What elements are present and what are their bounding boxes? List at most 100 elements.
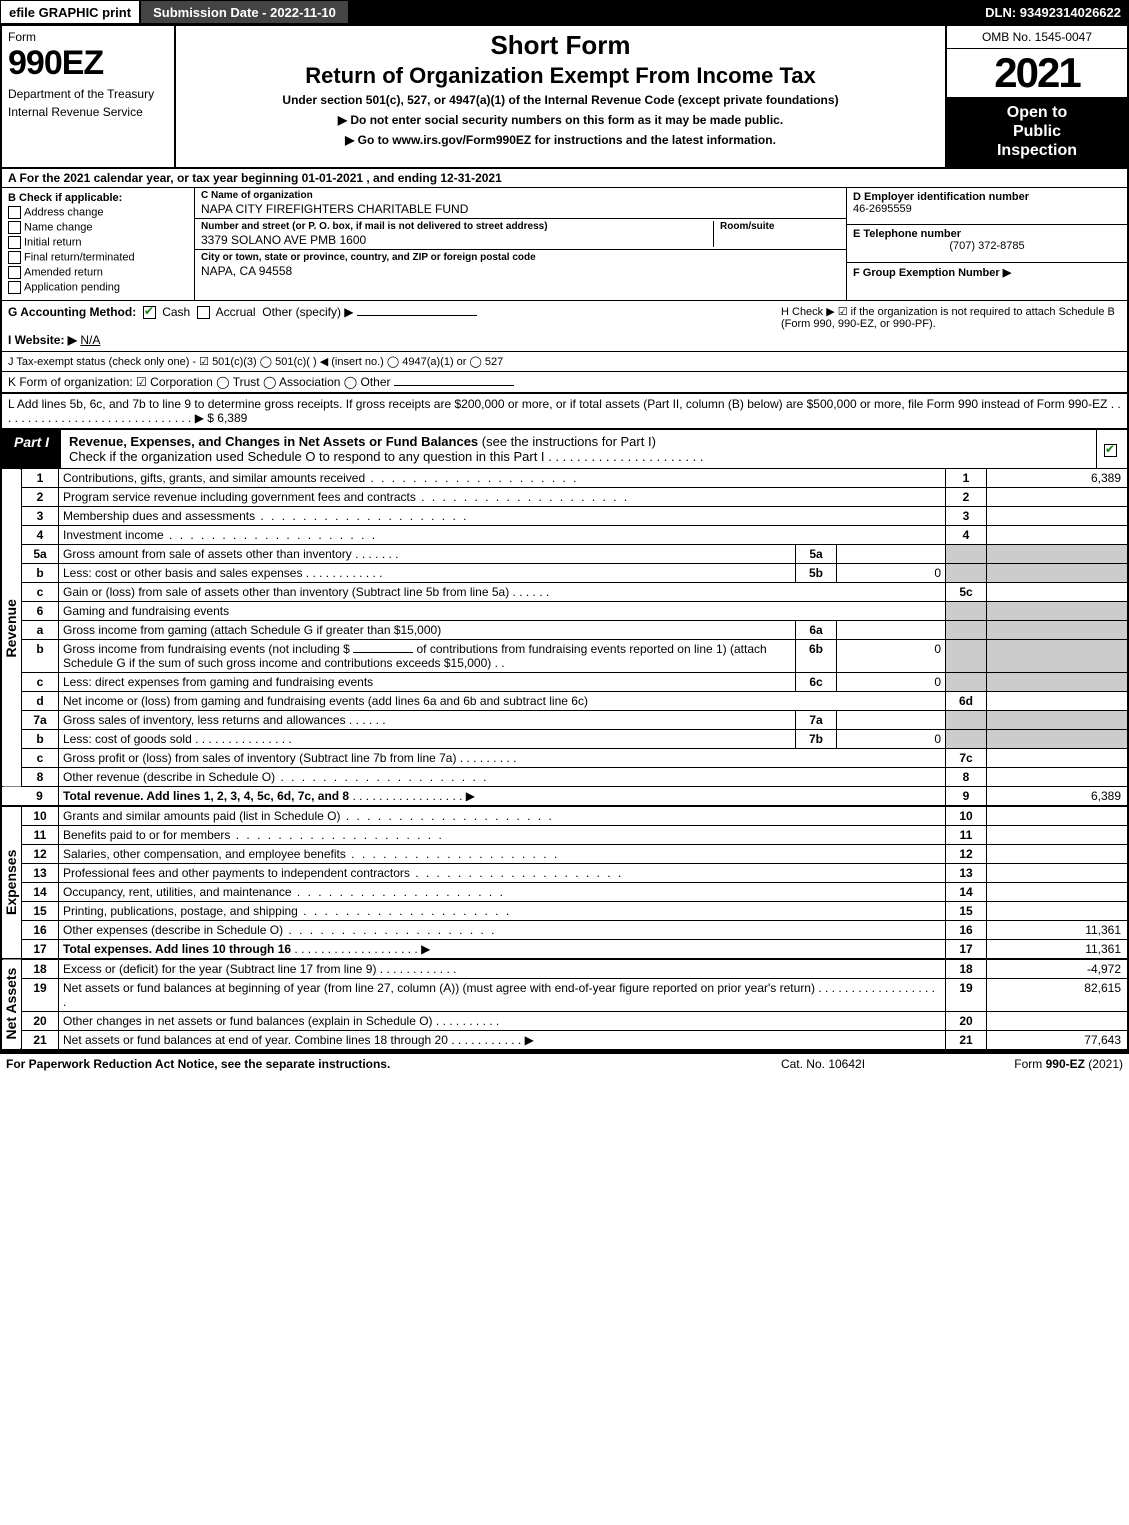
chk-final-return[interactable] — [8, 251, 21, 264]
chk-amended-return[interactable] — [8, 266, 21, 279]
line-5c: cGain or (loss) from sale of assets othe… — [2, 582, 1127, 601]
line-17-value: 11,361 — [987, 939, 1128, 959]
open-to-public-badge: Open to Public Inspection — [947, 97, 1127, 167]
dln-label: DLN: 93492314026622 — [977, 0, 1129, 24]
line-6a: aGross income from gaming (attach Schedu… — [2, 620, 1127, 639]
line-9: 9Total revenue. Add lines 1, 2, 3, 4, 5c… — [2, 786, 1127, 806]
line-18-value: -4,972 — [987, 959, 1128, 979]
part-i-title: Revenue, Expenses, and Changes in Net As… — [61, 430, 1096, 468]
section-d-ein: D Employer identification number 46-2695… — [847, 188, 1127, 226]
line-6: 6Gaming and fundraising events — [2, 601, 1127, 620]
city-label: City or town, state or province, country… — [201, 252, 840, 263]
line-a-tax-year: A For the 2021 calendar year, or tax yea… — [2, 169, 1127, 188]
line-5a: 5aGross amount from sale of assets other… — [2, 544, 1127, 563]
phone-value: (707) 372-8785 — [853, 240, 1121, 252]
street-value: 3379 SOLANO AVE PMB 1600 — [201, 233, 713, 247]
website-value: N/A — [80, 333, 100, 347]
section-def: D Employer identification number 46-2695… — [846, 188, 1127, 300]
line-21-value: 77,643 — [987, 1030, 1128, 1049]
line-8: 8Other revenue (describe in Schedule O) … — [2, 767, 1127, 786]
section-f-group-exemption: F Group Exemption Number ▶ — [847, 263, 1127, 300]
rot-revenue: Revenue — [2, 469, 21, 787]
other-org-input[interactable] — [394, 385, 514, 386]
chk-part-i-schedule-o[interactable] — [1104, 444, 1117, 457]
chk-cash[interactable] — [143, 306, 156, 319]
section-gh: G Accounting Method: Cash Accrual Other … — [2, 301, 1127, 352]
rot-expenses: Expenses — [2, 806, 21, 959]
line-11: 11Benefits paid to or for members 11 — [2, 825, 1127, 844]
line-16: 16Other expenses (describe in Schedule O… — [2, 920, 1127, 939]
line-19: 19Net assets or fund balances at beginni… — [2, 978, 1127, 1011]
line-4: 4Investment income 4 — [2, 525, 1127, 544]
line-2: 2Program service revenue including gover… — [2, 487, 1127, 506]
ein-value: 46-2695559 — [853, 203, 912, 215]
line-16-value: 11,361 — [987, 920, 1128, 939]
line-6d: dNet income or (loss) from gaming and fu… — [2, 691, 1127, 710]
city-value: NAPA, CA 94558 — [201, 264, 840, 278]
submission-date-label: Submission Date - 2022-11-10 — [140, 0, 349, 24]
website-label: I Website: ▶ — [8, 333, 77, 347]
accounting-method-label: G Accounting Method: — [8, 305, 136, 319]
line-7c: cGross profit or (loss) from sales of in… — [2, 748, 1127, 767]
form-year-block: OMB No. 1545-0047 2021 Open to Public In… — [945, 26, 1127, 167]
form-header: Form 990EZ Department of the Treasury In… — [2, 26, 1127, 169]
form-footer-ref: Form 990-EZ (2021) — [923, 1057, 1123, 1071]
section-h-schedule-b: H Check ▶ ☑ if the organization is not r… — [781, 305, 1121, 347]
line-1-value: 6,389 — [987, 469, 1128, 488]
chk-accrual[interactable] — [197, 306, 210, 319]
other-method-input[interactable] — [357, 315, 477, 316]
part-i-tag: Part I — [2, 430, 61, 468]
street-label: Number and street (or P. O. box, if mail… — [201, 221, 713, 232]
form-word: Form — [8, 30, 168, 44]
line-15: 15Printing, publications, postage, and s… — [2, 901, 1127, 920]
part-i-header: Part I Revenue, Expenses, and Changes in… — [2, 428, 1127, 469]
form-title-block: Short Form Return of Organization Exempt… — [176, 26, 945, 167]
cat-number: Cat. No. 10642I — [723, 1057, 923, 1071]
chk-initial-return[interactable] — [8, 236, 21, 249]
line-1: Revenue 1 Contributions, gifts, grants, … — [2, 469, 1127, 488]
line-14: 14Occupancy, rent, utilities, and mainte… — [2, 882, 1127, 901]
line-18: Net Assets 18Excess or (deficit) for the… — [2, 959, 1127, 979]
org-name-value: NAPA CITY FIREFIGHTERS CHARITABLE FUND — [201, 202, 840, 216]
line-19-value: 82,615 — [987, 978, 1128, 1011]
line-7a: 7aGross sales of inventory, less returns… — [2, 710, 1127, 729]
dept-treasury: Department of the Treasury — [8, 87, 168, 101]
line-17: 17Total expenses. Add lines 10 through 1… — [2, 939, 1127, 959]
tax-year: 2021 — [947, 49, 1127, 97]
part-i-table: Revenue 1 Contributions, gifts, grants, … — [2, 469, 1127, 1050]
form-990ez: Form 990EZ Department of the Treasury In… — [0, 24, 1129, 1052]
chk-name-change[interactable] — [8, 221, 21, 234]
room-label: Room/suite — [720, 221, 840, 232]
subtitle-goto-link[interactable]: ▶ Go to www.irs.gov/Form990EZ for instru… — [180, 133, 941, 147]
form-id-block: Form 990EZ Department of the Treasury In… — [2, 26, 176, 167]
line-6c: cLess: direct expenses from gaming and f… — [2, 672, 1127, 691]
paperwork-notice: For Paperwork Reduction Act Notice, see … — [6, 1057, 723, 1071]
section-j-tax-exempt: J Tax-exempt status (check only one) - ☑… — [2, 352, 1127, 372]
line-7b: bLess: cost of goods sold . . . . . . . … — [2, 729, 1127, 748]
gross-receipts-value: 6,389 — [217, 411, 247, 425]
rot-net-assets: Net Assets — [2, 959, 21, 1050]
section-l-gross-receipts: L Add lines 5b, 6c, and 7b to line 9 to … — [2, 394, 1127, 428]
page-footer: For Paperwork Reduction Act Notice, see … — [0, 1052, 1129, 1074]
org-name-label: C Name of organization — [201, 190, 840, 201]
omb-number: OMB No. 1545-0047 — [947, 26, 1127, 49]
line-9-value: 6,389 — [987, 786, 1128, 806]
topbar: efile GRAPHIC print Submission Date - 20… — [0, 0, 1129, 24]
title-return: Return of Organization Exempt From Incom… — [180, 63, 941, 89]
chk-application-pending[interactable] — [8, 281, 21, 294]
line-5b: bLess: cost or other basis and sales exp… — [2, 563, 1127, 582]
subtitle-under-section: Under section 501(c), 527, or 4947(a)(1)… — [180, 93, 941, 107]
entity-block: B Check if applicable: Address change Na… — [2, 188, 1127, 301]
section-k-form-of-org: K Form of organization: ☑ Corporation ◯ … — [2, 372, 1127, 394]
section-e-phone: E Telephone number (707) 372-8785 — [847, 225, 1127, 263]
chk-address-change[interactable] — [8, 206, 21, 219]
section-c-org-info: C Name of organization NAPA CITY FIREFIG… — [195, 188, 846, 300]
section-b-checkboxes: B Check if applicable: Address change Na… — [2, 188, 195, 300]
line-10: Expenses 10Grants and similar amounts pa… — [2, 806, 1127, 826]
line-3: 3Membership dues and assessments 3 — [2, 506, 1127, 525]
line-12: 12Salaries, other compensation, and empl… — [2, 844, 1127, 863]
line-21: 21Net assets or fund balances at end of … — [2, 1030, 1127, 1049]
efile-print-button[interactable]: efile GRAPHIC print — [0, 0, 140, 24]
line-13: 13Professional fees and other payments t… — [2, 863, 1127, 882]
form-number: 990EZ — [8, 44, 168, 83]
